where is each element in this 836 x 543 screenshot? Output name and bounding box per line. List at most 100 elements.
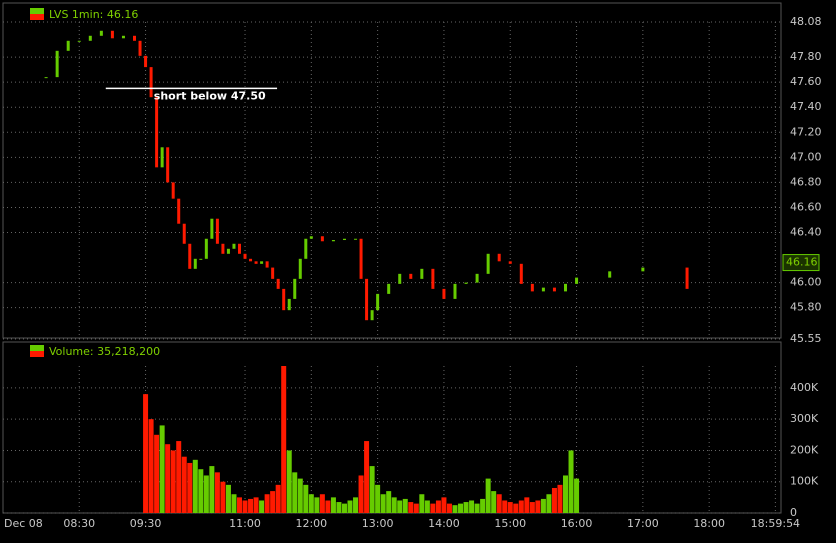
legend-swatch <box>30 14 44 20</box>
volume-bar <box>502 500 508 513</box>
volume-bar <box>353 497 359 513</box>
price-panel <box>2 2 782 339</box>
candle <box>177 198 181 224</box>
volume-bar <box>419 494 425 513</box>
candle <box>486 253 490 274</box>
volume-bar <box>275 484 281 513</box>
candle <box>193 258 197 269</box>
volume-bar <box>176 441 182 513</box>
volume-bar <box>159 425 165 513</box>
y-tick-label: 47.20 <box>790 125 822 138</box>
volume-bar <box>568 450 574 513</box>
candle <box>138 40 142 56</box>
candle <box>359 238 363 279</box>
candle <box>497 253 501 262</box>
volume-bar <box>491 491 497 513</box>
volume-bar <box>325 500 331 513</box>
candle <box>420 268 424 279</box>
candle <box>271 267 275 279</box>
volume-bar <box>181 456 187 513</box>
volume-bar <box>507 502 513 513</box>
candle <box>685 267 689 289</box>
volume-bar <box>546 494 552 513</box>
volume-bar <box>458 503 464 513</box>
candle <box>171 182 175 199</box>
last-price-label: 46.16 <box>786 256 818 269</box>
x-tick-label: 12:00 <box>295 517 327 530</box>
y-tick-label: 47.40 <box>790 100 822 113</box>
volume-bar <box>413 503 419 513</box>
volume-bar <box>253 497 259 513</box>
candle <box>44 77 48 79</box>
candle <box>431 268 435 289</box>
y-tick-label: 45.80 <box>790 301 822 314</box>
candle <box>365 278 369 321</box>
volume-bar <box>397 500 403 513</box>
candle <box>144 55 148 68</box>
price-legend: LVS 1min: 46.16 <box>49 8 138 21</box>
legend-swatch <box>30 345 44 351</box>
volume-bar <box>441 497 447 513</box>
volume-bar <box>480 498 486 513</box>
x-tick-label: 16:00 <box>561 517 593 530</box>
candle <box>519 263 523 284</box>
volume-bar <box>446 503 452 513</box>
volume-bar <box>308 494 314 513</box>
volume-bar <box>380 494 386 513</box>
candle <box>243 253 247 259</box>
volume-bar <box>292 472 298 513</box>
candle <box>320 236 324 242</box>
candle <box>232 243 236 249</box>
x-tick-label: 09:30 <box>130 517 162 530</box>
x-tick-label: 18:59:54 <box>751 517 800 530</box>
volume-bar <box>529 502 535 513</box>
volume-bar <box>424 500 430 513</box>
volume-bar <box>297 478 303 513</box>
volume-bar <box>270 491 276 513</box>
candle <box>276 278 280 289</box>
volume-bar <box>551 487 557 513</box>
volume-bar <box>259 500 265 513</box>
candle <box>133 35 137 41</box>
x-tick-label: 15:00 <box>494 517 526 530</box>
volume-bar <box>203 475 209 513</box>
volume-bar <box>220 481 226 513</box>
volume-bar <box>170 450 176 513</box>
candle <box>215 218 219 244</box>
candle <box>199 258 203 260</box>
volume-bar <box>231 494 237 513</box>
volume-bar <box>574 478 580 513</box>
annotation-text: short below 47.50 <box>154 89 266 102</box>
volume-bar <box>347 500 353 513</box>
volume-bar <box>513 503 519 513</box>
volume-bar <box>187 462 193 513</box>
volume-bar <box>474 503 480 513</box>
candle <box>287 298 291 311</box>
volume-bar <box>143 394 149 513</box>
y-tick-label: 46.80 <box>790 175 822 188</box>
x-tick-label: 17:00 <box>627 517 659 530</box>
candle <box>309 236 313 239</box>
candle <box>298 258 302 279</box>
x-tick-label: 18:00 <box>693 517 725 530</box>
candle <box>342 238 346 241</box>
x-tick-label: 13:00 <box>362 517 394 530</box>
volume-bar <box>540 498 546 513</box>
volume-bar <box>209 466 215 513</box>
y-tick-label: 48.08 <box>790 15 822 28</box>
candle <box>188 243 192 269</box>
candle <box>265 261 269 268</box>
candle <box>541 287 545 292</box>
candle <box>182 223 186 244</box>
volume-bar <box>336 502 342 513</box>
volume-bar <box>435 500 441 513</box>
volume-bar <box>303 484 309 513</box>
last-price-box <box>782 254 820 272</box>
volume-panel <box>2 341 782 514</box>
volume-bar <box>319 494 325 513</box>
volume-bar <box>408 502 414 513</box>
candle <box>475 273 479 283</box>
y-tick-label: 46.40 <box>790 225 822 238</box>
candle <box>88 35 92 41</box>
candle <box>370 310 374 321</box>
